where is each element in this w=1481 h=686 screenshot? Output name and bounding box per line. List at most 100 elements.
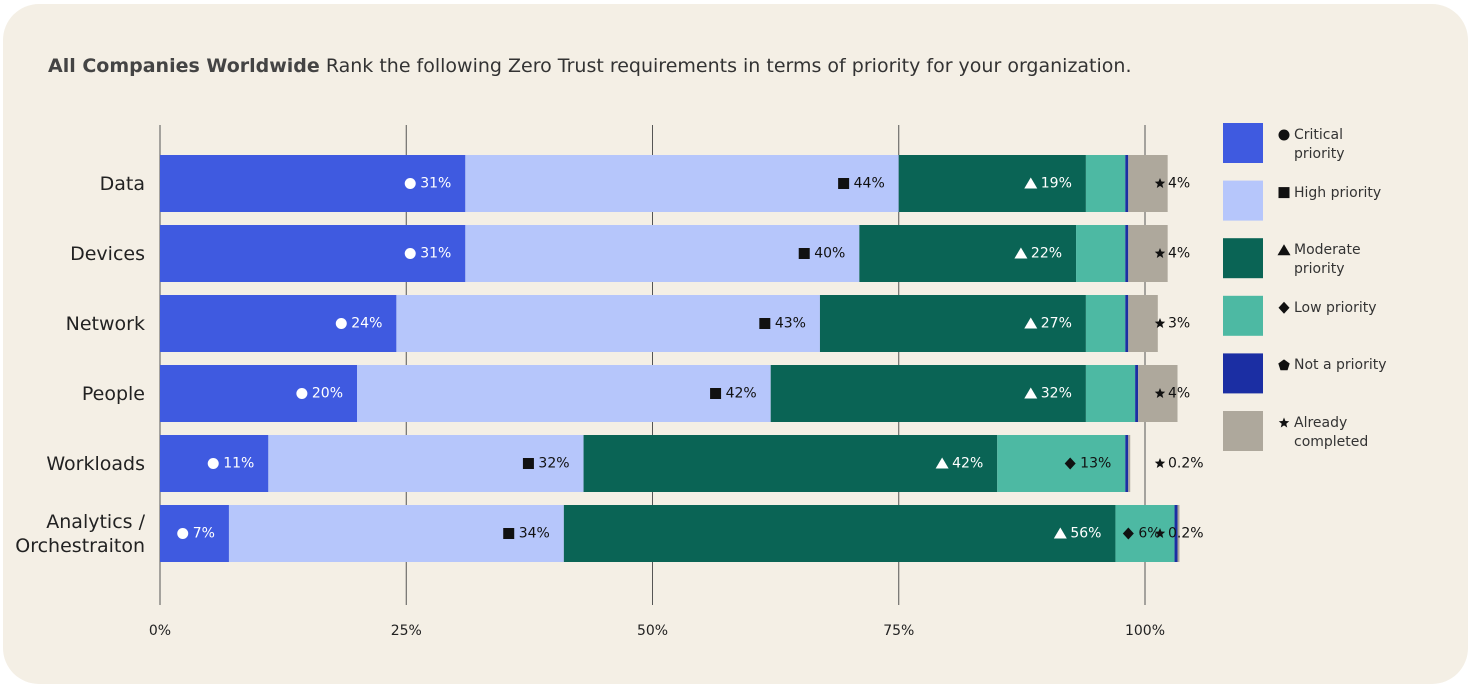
value-label: 27% xyxy=(1041,316,1072,332)
label-marker xyxy=(798,248,810,259)
value-label: 3% xyxy=(1168,316,1190,332)
label-marker xyxy=(296,388,308,399)
label-marker xyxy=(522,458,534,469)
bar-segment xyxy=(160,295,397,352)
value-label: 6% xyxy=(1138,526,1160,542)
label-marker xyxy=(1122,527,1134,540)
legend-label: Not a priority xyxy=(1294,357,1387,374)
legend-swatch xyxy=(1223,180,1263,221)
value-label: 40% xyxy=(814,246,845,262)
bar-segment xyxy=(819,295,1086,352)
legend-swatch xyxy=(1223,353,1263,394)
bar-segment xyxy=(1135,365,1139,422)
label-marker xyxy=(207,458,219,469)
value-label: 31% xyxy=(420,176,451,192)
bar-segment xyxy=(160,505,229,562)
value-label: 0.2% xyxy=(1168,526,1204,542)
label-marker xyxy=(1154,528,1166,538)
label-marker xyxy=(177,528,189,539)
x-tick-label: 75% xyxy=(883,623,914,639)
legend-swatch xyxy=(1223,295,1263,336)
bar-segment xyxy=(1174,505,1178,562)
label-marker xyxy=(1024,177,1038,189)
label-marker xyxy=(1154,458,1166,468)
x-tick-label: 50% xyxy=(637,623,668,639)
legend-swatch xyxy=(1223,123,1263,163)
chart-title: All Companies Worldwide xyxy=(48,55,320,77)
value-label: 19% xyxy=(1041,176,1072,192)
value-label: 7% xyxy=(193,526,215,542)
value-label: 32% xyxy=(538,456,569,472)
value-label: 34% xyxy=(519,526,550,542)
bar-segment xyxy=(1076,225,1126,282)
category-label: Workloads xyxy=(46,452,145,475)
label-marker xyxy=(404,248,416,259)
value-label: 20% xyxy=(312,386,343,402)
heading: All Companies Worldwide Rank the followi… xyxy=(48,55,1132,77)
bar-segment xyxy=(465,155,899,212)
value-label: 22% xyxy=(1031,246,1062,262)
bar-segment xyxy=(160,365,357,422)
legend-label: High priority xyxy=(1294,184,1382,201)
label-marker xyxy=(1014,247,1028,259)
bar-segment xyxy=(583,435,998,492)
bar-segment xyxy=(563,505,1116,562)
label-marker xyxy=(1154,318,1166,328)
category-label: People xyxy=(81,382,145,405)
legend-marker xyxy=(1278,417,1290,428)
legend-swatch xyxy=(1223,238,1263,279)
category-label: Data xyxy=(99,172,145,195)
bar-segment xyxy=(1125,225,1129,282)
label-marker xyxy=(1053,527,1067,539)
value-label: 13% xyxy=(1080,456,1111,472)
bar-segment xyxy=(1125,435,1129,492)
bar-segment xyxy=(770,365,1086,422)
bar-segment xyxy=(1128,435,1131,492)
bar-segment xyxy=(1128,295,1158,352)
x-tick-label: 25% xyxy=(391,623,422,639)
value-label: 4% xyxy=(1168,386,1190,402)
legend-label: Low priority xyxy=(1294,299,1377,316)
bar-segment xyxy=(268,435,584,492)
legend-marker xyxy=(1278,129,1290,141)
label-marker xyxy=(838,178,850,189)
legend-marker xyxy=(1277,244,1291,256)
value-label: 56% xyxy=(1070,526,1101,542)
legend-label: Moderate priority xyxy=(1294,242,1361,278)
bar-segment xyxy=(1085,155,1126,212)
legend-label: Critical priority xyxy=(1294,127,1345,162)
legend-label: Already completed xyxy=(1294,415,1369,450)
label-marker xyxy=(1064,457,1076,470)
bar-segment xyxy=(1085,365,1136,422)
label-marker xyxy=(1154,178,1166,188)
value-label: 24% xyxy=(351,316,382,332)
bar-segment xyxy=(357,365,771,422)
bar-segment xyxy=(1125,155,1129,212)
legend-swatch xyxy=(1223,411,1263,451)
bar-segment xyxy=(396,295,820,352)
value-label: 32% xyxy=(1041,386,1072,402)
category-label: Analytics / Orchestraiton xyxy=(15,510,145,557)
value-label: 42% xyxy=(726,386,757,402)
label-marker xyxy=(759,318,771,329)
legend-marker xyxy=(1278,187,1290,199)
label-marker xyxy=(1154,388,1166,398)
label-marker xyxy=(1024,387,1038,399)
bar-segment xyxy=(465,225,860,282)
label-marker xyxy=(335,318,347,329)
bar-segment xyxy=(1125,295,1129,352)
bar-segment xyxy=(1177,505,1180,562)
bar-segment xyxy=(898,155,1086,212)
legend-marker xyxy=(1278,301,1290,314)
value-label: 44% xyxy=(854,176,885,192)
bar-segment xyxy=(859,225,1077,282)
value-label: 31% xyxy=(420,246,451,262)
label-marker xyxy=(1024,317,1038,329)
value-label: 0.2% xyxy=(1168,456,1204,472)
legend-marker xyxy=(1278,359,1290,371)
x-tick-label: 0% xyxy=(149,623,171,639)
bar-segment xyxy=(997,435,1126,492)
category-label: Devices xyxy=(70,242,145,265)
